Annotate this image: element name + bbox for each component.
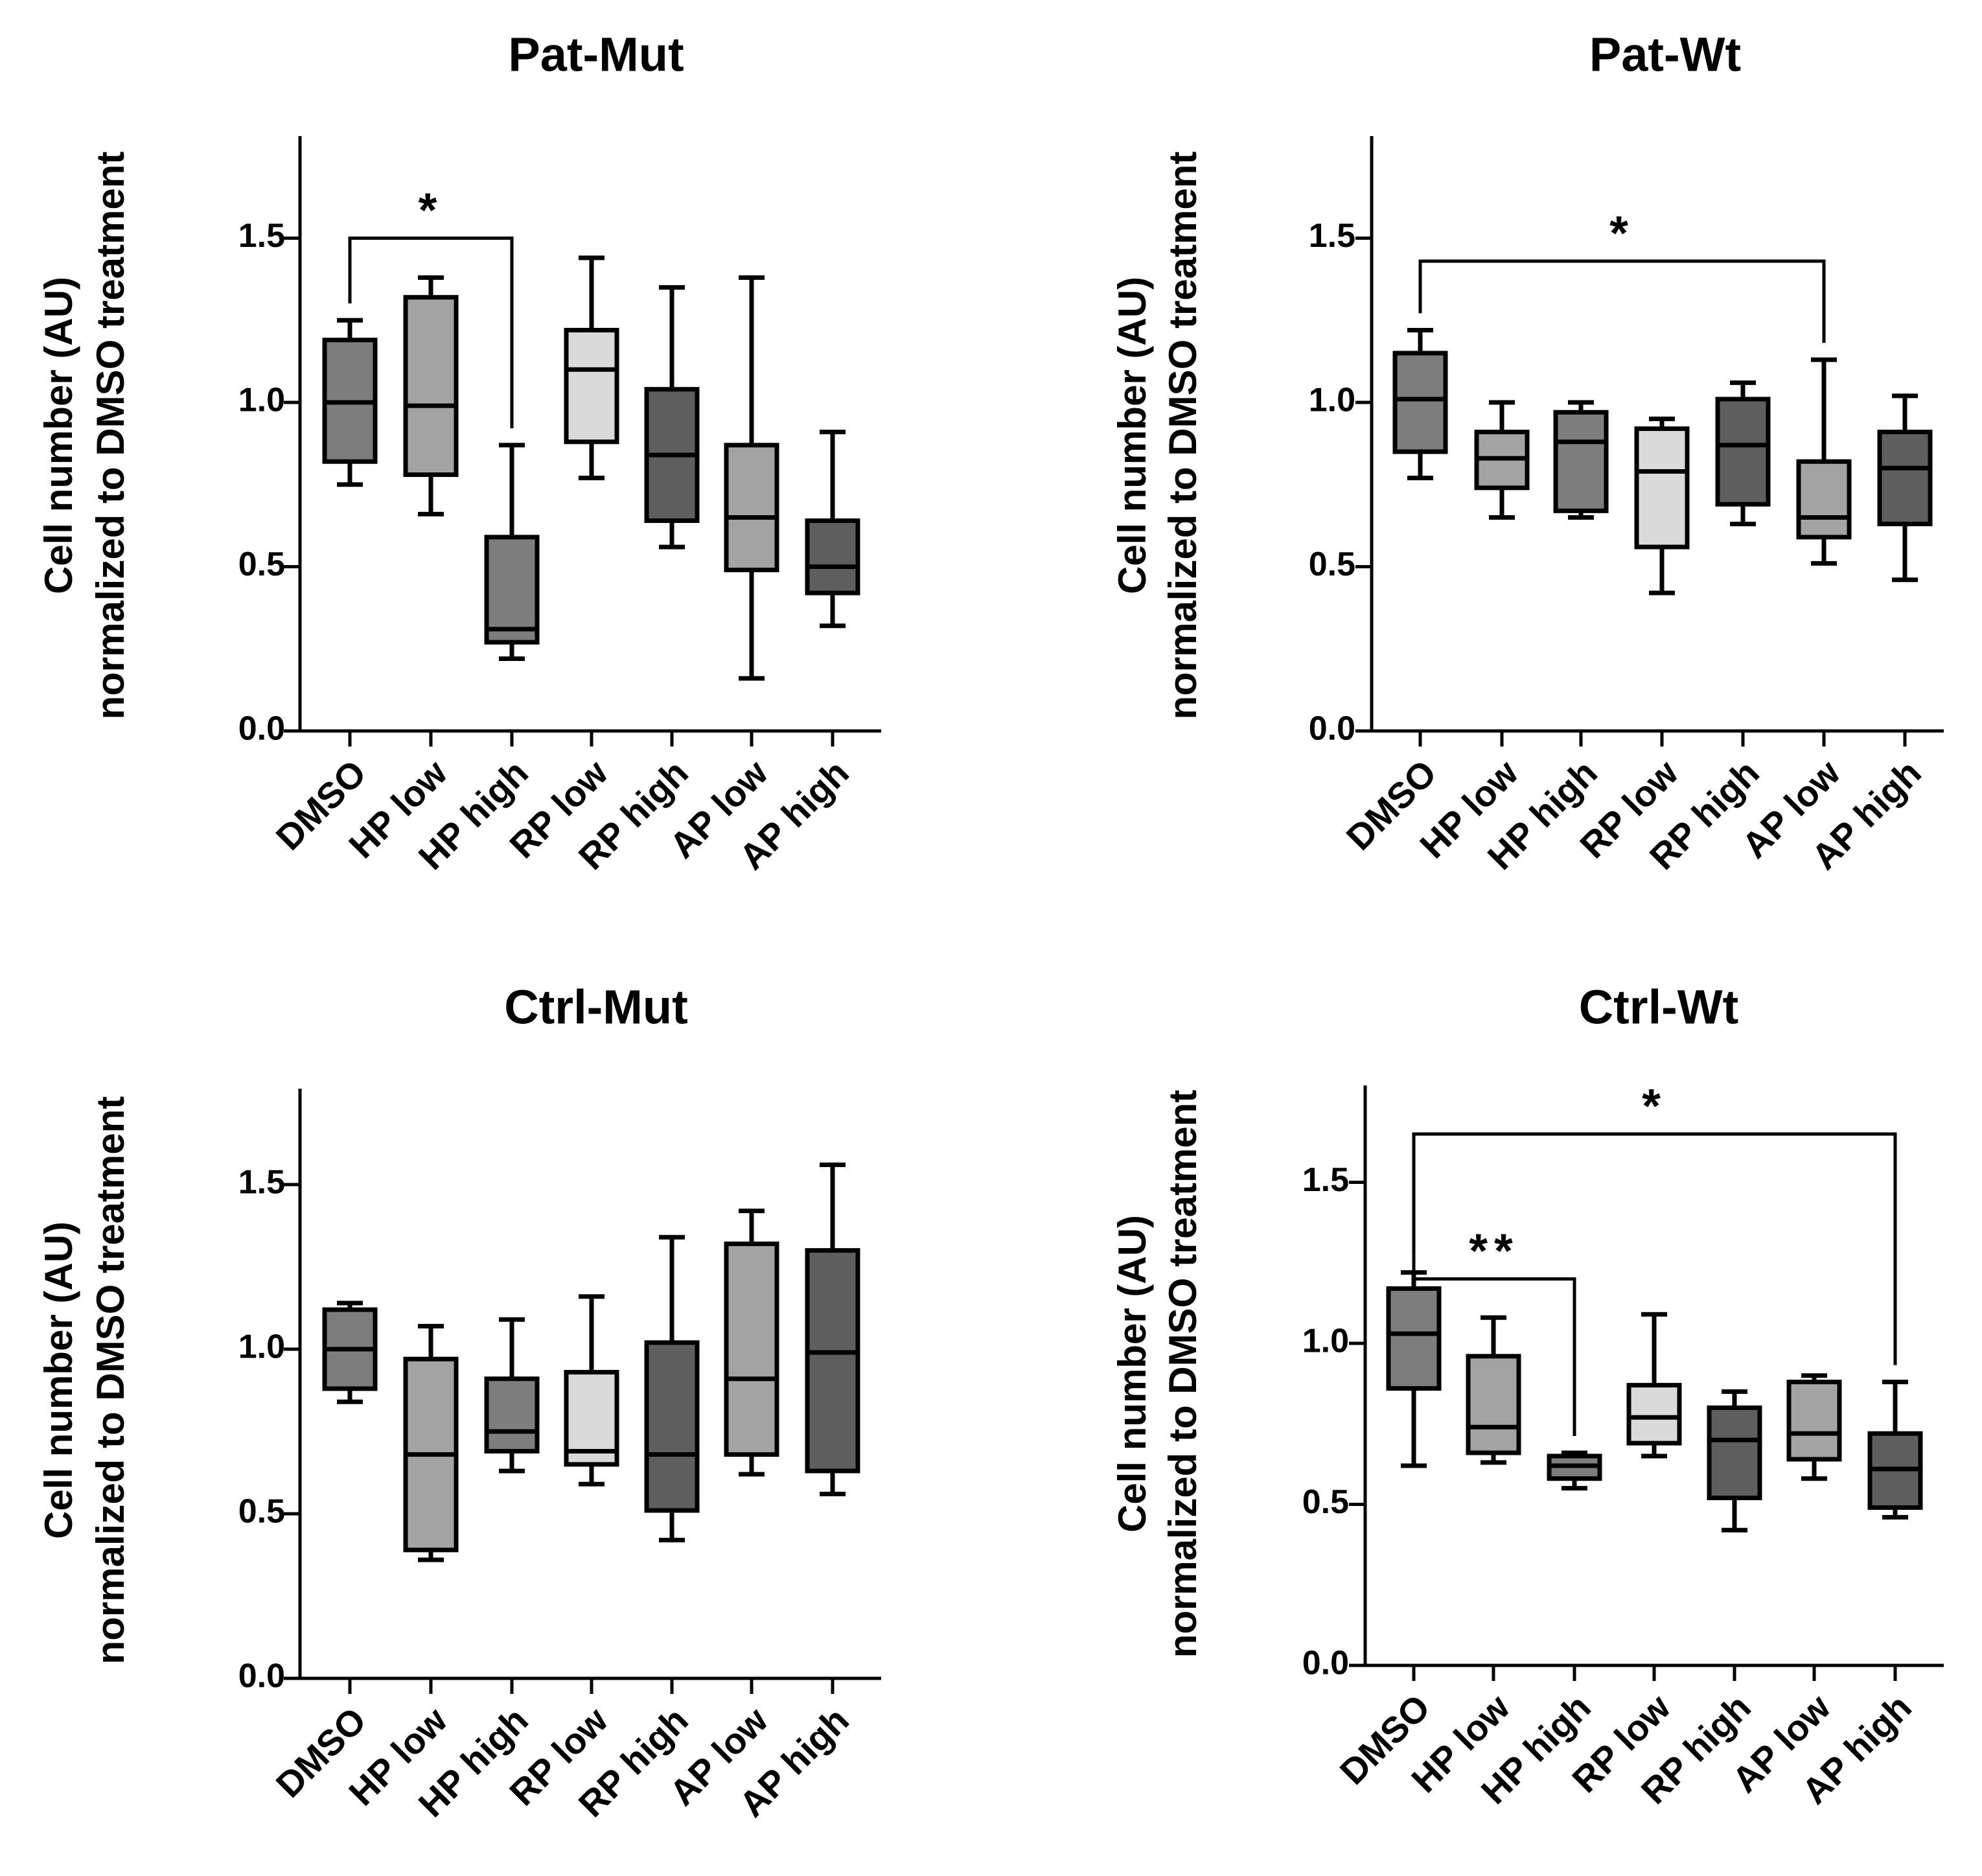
box-iqr <box>805 1248 860 1474</box>
box-hp-high <box>484 1317 540 1474</box>
y-tick-label: 1.5 <box>238 1164 285 1201</box>
box-dmso <box>322 1301 378 1404</box>
y-tick-label: 1.0 <box>1302 1323 1349 1360</box>
y-axis-label-line1: Cell number (AU) <box>37 277 80 594</box>
y-axis-label-line1: Cell number (AU) <box>37 1222 80 1539</box>
y-axis-label: Cell number (AU) normalized to DMSO treat… <box>1111 152 1204 720</box>
box-iqr <box>564 327 619 445</box>
panel-title: Ctrl-Wt <box>1579 980 1739 1034</box>
box-iqr <box>1553 410 1609 513</box>
chart-panel-pat-wt: Pat-Wt Cell number (AU) normalized to DMSO… <box>1111 28 1944 877</box>
y-axis-label: Cell number (AU) normalized to DMSO treat… <box>37 1096 132 1665</box>
box-rp-high <box>1715 380 1771 527</box>
box-iqr <box>1392 351 1448 454</box>
y-axis-label-line2: normalized to DMSO treatment <box>1161 1090 1204 1658</box>
box-iqr <box>1707 1405 1762 1501</box>
y-axis-label: Cell number (AU) normalized to DMSO treat… <box>1111 1090 1204 1658</box>
y-tick-label: 1.5 <box>1309 217 1355 255</box>
box-hp-high <box>484 443 540 661</box>
box-rp-high <box>644 285 700 550</box>
significance-label: * <box>1642 1079 1667 1133</box>
significance-label: * <box>419 183 444 237</box>
y-tick-label: 0.0 <box>238 1658 285 1695</box>
y-tick-label: 0.0 <box>238 710 285 748</box>
y-axis-label-line1: Cell number (AU) <box>1111 1215 1154 1533</box>
y-tick-label: 0.0 <box>1302 1645 1349 1682</box>
chart-panel-pat-mut: Pat-Mut Cell number (AU) normalized to DMS… <box>37 28 881 877</box>
y-axis-label-line1: Cell number (AU) <box>1111 277 1154 594</box>
significance-bracket <box>1412 1132 1897 1365</box>
box-iqr <box>403 295 459 478</box>
y-axis-label-line2: normalized to DMSO treatment <box>1161 152 1204 720</box>
y-tick-label: 1.0 <box>1309 382 1355 419</box>
box-iqr <box>484 1376 540 1453</box>
y-axis-label-line2: normalized to DMSO treatment <box>89 1096 132 1665</box>
box-ap-high <box>805 430 860 629</box>
panel-title: Ctrl-Mut <box>504 980 688 1034</box>
box-hp-low <box>403 275 459 516</box>
significance-bracket <box>1418 259 1826 343</box>
box-dmso <box>1392 327 1448 481</box>
box-rp-low <box>1634 416 1690 596</box>
panel-title: Pat-Mut <box>508 28 684 82</box>
significance-bracket <box>348 237 514 428</box>
y-tick-label: 0.0 <box>1309 710 1355 748</box>
box-iqr <box>805 518 860 596</box>
y-tick-label: 1.0 <box>238 1328 285 1366</box>
y-tick-label: 1.5 <box>238 217 285 255</box>
box-iqr <box>1715 397 1771 507</box>
box-iqr <box>1386 1286 1442 1391</box>
chart-panel-ctrl-mut: Ctrl-Mut Cell number (AU) normalized to DM… <box>37 980 881 1825</box>
box-rp-high <box>1707 1389 1762 1533</box>
box-ap-low <box>1786 1373 1842 1481</box>
chart-panel-ctrl-wt: Ctrl-Wt Cell number (AU) normalized to DMS… <box>1111 980 1944 1812</box>
box-dmso <box>1386 1270 1442 1468</box>
box-ap-low <box>1796 357 1852 566</box>
box-hp-high <box>1547 1450 1602 1491</box>
box-ap-high <box>1867 1380 1923 1520</box>
y-axis-label: Cell number (AU) normalized to DMSO treat… <box>37 152 132 720</box>
box-rp-low <box>564 255 619 481</box>
box-iqr <box>1634 426 1690 550</box>
y-tick-label: 1.5 <box>1302 1161 1349 1199</box>
y-tick-label: 0.5 <box>238 546 285 583</box>
box-ap-high <box>1877 393 1933 583</box>
box-hp-low <box>403 1323 459 1562</box>
box-iqr <box>1626 1383 1682 1446</box>
box-iqr <box>1796 459 1852 540</box>
box-iqr <box>484 535 540 645</box>
y-axis-label-line2: normalized to DMSO treatment <box>89 152 132 720</box>
box-rp-low <box>1626 1312 1682 1459</box>
box-rp-high <box>644 1234 700 1543</box>
box-iqr <box>644 1340 700 1513</box>
box-iqr <box>1786 1380 1842 1462</box>
y-tick-label: 0.5 <box>1309 546 1355 583</box>
significance-label: ** <box>1469 1224 1519 1278</box>
box-hp-low <box>1474 400 1530 520</box>
box-iqr <box>1466 1354 1521 1455</box>
box-rp-low <box>564 1294 619 1487</box>
box-iqr <box>724 443 779 573</box>
y-tick-label: 0.5 <box>1302 1483 1349 1521</box>
box-dmso <box>322 318 378 487</box>
significance-label: * <box>1609 206 1635 260</box>
box-ap-low <box>724 275 779 681</box>
box-iqr <box>1877 430 1933 527</box>
panel-title: Pat-Wt <box>1589 28 1741 82</box>
box-hp-low <box>1466 1315 1521 1465</box>
box-ap-low <box>724 1209 779 1477</box>
significance-bracket <box>1412 1255 1576 1436</box>
box-ap-high <box>805 1163 860 1497</box>
y-tick-label: 1.0 <box>238 382 285 419</box>
box-iqr <box>724 1241 779 1457</box>
box-hp-high <box>1553 400 1609 520</box>
y-tick-label: 0.5 <box>238 1493 285 1531</box>
